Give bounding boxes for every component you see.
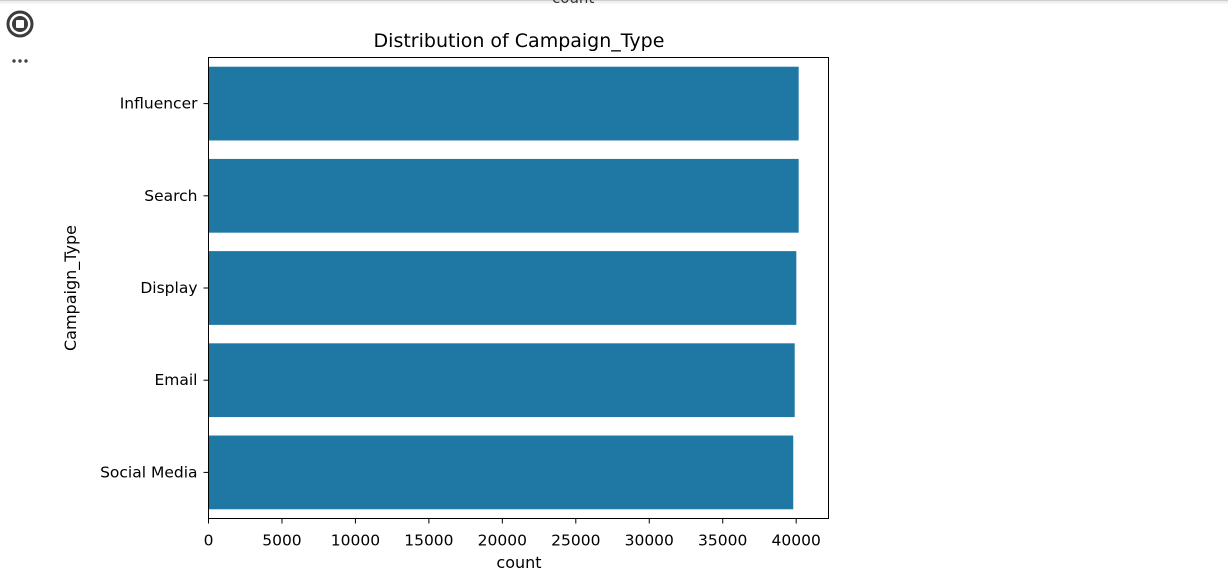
y-tick-label: Email <box>154 371 197 389</box>
more-horizontal-icon[interactable] <box>10 50 32 64</box>
stop-circle-icon[interactable] <box>6 10 34 38</box>
y-axis-label: Campaign_Type <box>61 225 81 351</box>
y-tick-label: Social Media <box>100 463 197 481</box>
bar-email <box>208 343 795 418</box>
x-tick-label: 20000 <box>478 532 527 550</box>
bar-influencer <box>208 66 799 141</box>
y-tick-label: Influencer <box>120 95 198 113</box>
x-axis-label: count <box>496 553 541 572</box>
chart-title: Distribution of Campaign_Type <box>374 30 665 52</box>
x-tick-label: 10000 <box>331 532 380 550</box>
bar-search <box>208 158 799 233</box>
y-tick-label: Display <box>140 279 197 297</box>
previous-output-edge <box>0 0 1228 5</box>
x-tick-label: 5000 <box>262 532 301 550</box>
x-tick-label: 40000 <box>772 532 821 550</box>
x-tick-label: 0 <box>204 532 214 550</box>
x-tick-label: 25000 <box>551 532 600 550</box>
bar-display <box>208 251 797 325</box>
previous-output-label: count <box>552 0 594 7</box>
x-tick-label: 35000 <box>698 532 747 550</box>
x-axis: 0 5000 10000 15000 20000 25000 30000 35000 40000 <box>204 518 821 550</box>
y-axis: Influencer Search Display Email Social Media <box>100 95 209 481</box>
bar-social-media <box>208 435 794 510</box>
x-tick-label: 30000 <box>625 532 674 550</box>
y-tick-label: Search <box>144 187 197 205</box>
x-tick-label: 15000 <box>404 532 453 550</box>
bars-group <box>208 66 799 510</box>
